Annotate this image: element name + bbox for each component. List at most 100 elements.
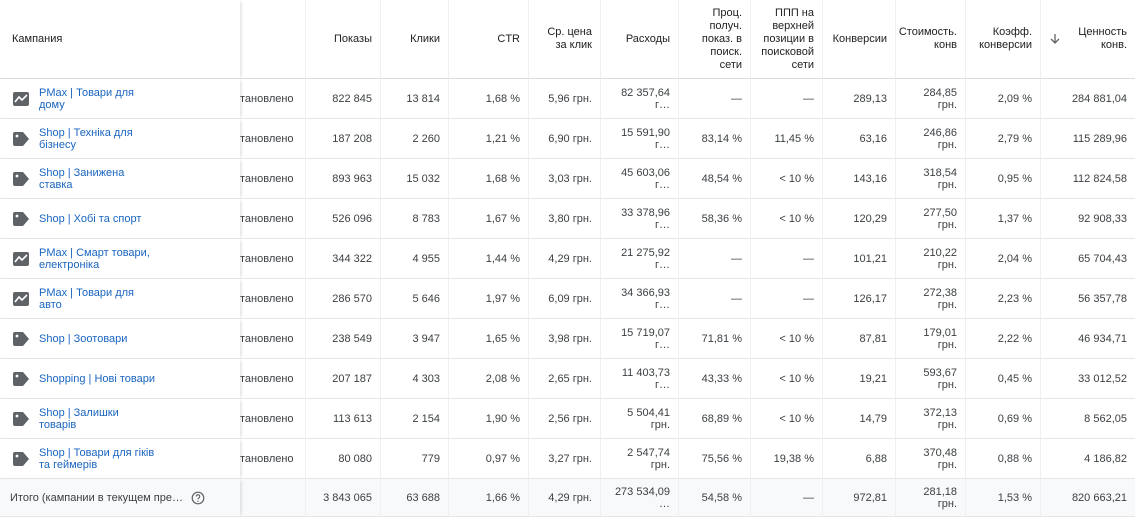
metric-cell: 284,85 грн. bbox=[895, 79, 965, 119]
metric-cell: 370,48 грн. bbox=[895, 439, 965, 479]
status-cell: тановлено bbox=[240, 439, 305, 479]
metric-cell: 34 366,93 г… bbox=[600, 279, 678, 319]
metric-cell: 8 562,05 bbox=[1040, 399, 1135, 439]
total-cell: 1,66 % bbox=[448, 479, 528, 517]
header-label: Проц. получ. показ. в поиск. сети bbox=[701, 6, 742, 71]
column-header[interactable]: Клики bbox=[380, 0, 448, 79]
status-cell: тановлено bbox=[240, 399, 305, 439]
metric-cell: < 10 % bbox=[750, 359, 822, 399]
metric-cell: 277,50 грн. bbox=[895, 199, 965, 239]
metric-cell: 0,45 % bbox=[965, 359, 1040, 399]
tag-icon bbox=[13, 371, 29, 386]
metric-cell: 82 357,64 г… bbox=[600, 79, 678, 119]
status-cell: тановлено bbox=[240, 119, 305, 159]
campaign-link[interactable]: Shop | Залишки товарів bbox=[39, 406, 119, 431]
metric-cell: 593,67 грн. bbox=[895, 359, 965, 399]
header-label: Стоимость. конв bbox=[898, 26, 957, 51]
tag-icon bbox=[13, 171, 29, 186]
campaign-link[interactable]: PMax | Смарт товари, електроніка bbox=[39, 246, 150, 271]
metric-cell: — bbox=[678, 279, 750, 319]
tag-icon bbox=[13, 411, 29, 426]
metric-cell: 87,81 bbox=[822, 319, 895, 359]
metric-cell: 115 289,96 bbox=[1040, 119, 1135, 159]
metric-cell: 33 378,96 г… bbox=[600, 199, 678, 239]
total-cell: 273 534,09 … bbox=[600, 479, 678, 517]
campaign-link[interactable]: Shopping | Нові товари bbox=[39, 372, 155, 385]
column-header[interactable]: Стоимость. конв bbox=[895, 0, 965, 79]
status-cell: тановлено bbox=[240, 319, 305, 359]
column-header[interactable]: Проц. получ. показ. в поиск. сети bbox=[678, 0, 750, 79]
metric-cell: 1,68 % bbox=[448, 159, 528, 199]
help-icon[interactable] bbox=[191, 491, 205, 505]
metric-cell: 11,45 % bbox=[750, 119, 822, 159]
metric-cell: 2 154 bbox=[380, 399, 448, 439]
column-header[interactable]: Конверсии bbox=[822, 0, 895, 79]
metric-cell: 3,98 грн. bbox=[528, 319, 600, 359]
metric-cell: 75,56 % bbox=[678, 439, 750, 479]
metric-cell: 126,17 bbox=[822, 279, 895, 319]
column-header[interactable]: Коэфф. конверсии bbox=[965, 0, 1040, 79]
total-cell: 3 843 065 bbox=[305, 479, 380, 517]
column-header[interactable]: ППП на верхней позиции в поисковой сети bbox=[750, 0, 822, 79]
column-header[interactable]: Расходы bbox=[600, 0, 678, 79]
metric-cell: 246,86 грн. bbox=[895, 119, 965, 159]
total-label: Итого (кампании в текущем пре… bbox=[10, 491, 183, 504]
metric-cell: 2,65 грн. bbox=[528, 359, 600, 399]
metric-cell: < 10 % bbox=[750, 399, 822, 439]
metric-cell: 207 187 bbox=[305, 359, 380, 399]
campaign-cell: PMax | Товари для авто bbox=[0, 279, 240, 319]
metric-cell: 2 547,74 грн. bbox=[600, 439, 678, 479]
metric-cell: 2,56 грн. bbox=[528, 399, 600, 439]
column-header[interactable]: Показы bbox=[305, 0, 380, 79]
total-cell: 54,58 % bbox=[678, 479, 750, 517]
status-cell: тановлено bbox=[240, 279, 305, 319]
total-cell: — bbox=[750, 479, 822, 517]
campaign-link[interactable]: Shop | Хобі та спорт bbox=[39, 212, 142, 225]
metric-cell: 210,22 грн. bbox=[895, 239, 965, 279]
metric-cell: 63,16 bbox=[822, 119, 895, 159]
metric-cell: 1,68 % bbox=[448, 79, 528, 119]
metric-cell: 1,44 % bbox=[448, 239, 528, 279]
metric-cell: 112 824,58 bbox=[1040, 159, 1135, 199]
metric-cell: — bbox=[750, 239, 822, 279]
metric-cell: 71,81 % bbox=[678, 319, 750, 359]
metric-cell: 19,38 % bbox=[750, 439, 822, 479]
metric-cell: 187 208 bbox=[305, 119, 380, 159]
campaign-link[interactable]: PMax | Товари для авто bbox=[39, 286, 135, 311]
metric-cell: 2,79 % bbox=[965, 119, 1040, 159]
metric-cell: < 10 % bbox=[750, 319, 822, 359]
campaign-link[interactable]: Shop | Зоотовари bbox=[39, 332, 128, 345]
column-header[interactable]: Ценность конв. bbox=[1040, 0, 1135, 79]
total-cell: 820 663,21 bbox=[1040, 479, 1135, 517]
header-label: Ср. цена за клик bbox=[547, 26, 592, 51]
metric-cell: 8 783 bbox=[380, 199, 448, 239]
metric-cell: 15 719,07 г… bbox=[600, 319, 678, 359]
header-label: Ценность конв. bbox=[1078, 26, 1127, 51]
metric-cell: 286 570 bbox=[305, 279, 380, 319]
metric-cell: 14,79 bbox=[822, 399, 895, 439]
metric-cell: 1,21 % bbox=[448, 119, 528, 159]
campaign-link[interactable]: Shop | Техніка для бізнесу bbox=[39, 126, 133, 151]
campaign-link[interactable]: PMax | Товари для дому bbox=[39, 86, 135, 111]
metric-cell: 272,38 грн. bbox=[895, 279, 965, 319]
metric-cell: 113 613 bbox=[305, 399, 380, 439]
column-header[interactable]: Ср. цена за клик bbox=[528, 0, 600, 79]
metric-cell: 80 080 bbox=[305, 439, 380, 479]
metric-cell: 893 963 bbox=[305, 159, 380, 199]
metric-cell: 143,16 bbox=[822, 159, 895, 199]
campaign-cell: Shop | Техніка для бізнесу bbox=[0, 119, 240, 159]
metric-cell: 6,09 грн. bbox=[528, 279, 600, 319]
metric-cell: — bbox=[750, 79, 822, 119]
metric-cell: 68,89 % bbox=[678, 399, 750, 439]
chart-icon bbox=[13, 91, 29, 106]
campaign-link[interactable]: Shop | Товари для гіків та геймерів bbox=[39, 446, 155, 471]
header-label: Коэфф. конверсии bbox=[979, 26, 1032, 51]
column-header[interactable]: CTR bbox=[448, 0, 528, 79]
total-label-cell: Итого (кампании в текущем пре… bbox=[0, 479, 240, 517]
metric-cell: — bbox=[678, 79, 750, 119]
metric-cell: < 10 % bbox=[750, 199, 822, 239]
campaign-link[interactable]: Shop | Занижена ставка bbox=[39, 166, 125, 191]
chart-icon bbox=[13, 251, 29, 266]
metric-cell: 372,13 грн. bbox=[895, 399, 965, 439]
campaign-cell: Shopping | Нові товари bbox=[0, 359, 240, 399]
